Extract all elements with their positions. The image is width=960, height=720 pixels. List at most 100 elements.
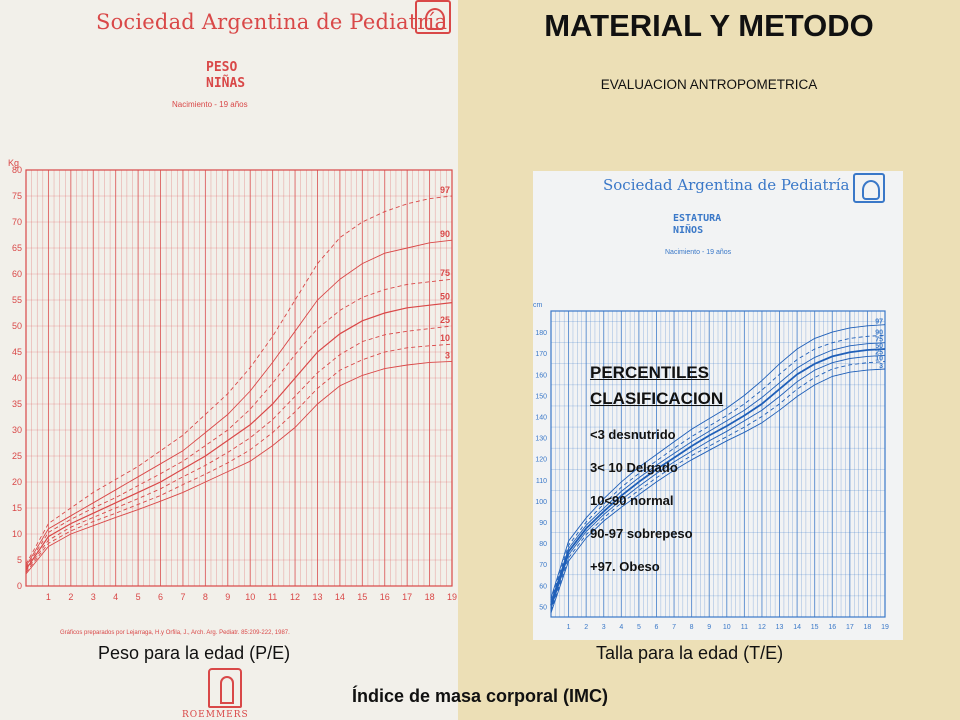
x-tick-label: 16 bbox=[380, 592, 390, 602]
right-chart-subtitle: Nacimiento - 19 años bbox=[665, 249, 732, 256]
plot-frame bbox=[25, 169, 453, 587]
percentile-label: 10 bbox=[875, 356, 883, 363]
percentile-line-p97 bbox=[25, 195, 453, 565]
x-tick-label: 12 bbox=[290, 592, 300, 602]
left-chart-sheet: Sociedad Argentina de Pediatría PESO NIÑ… bbox=[0, 0, 458, 720]
y-tick-label: 15 bbox=[12, 503, 22, 513]
x-tick-label: 4 bbox=[619, 624, 623, 631]
x-tick-label: 2 bbox=[68, 592, 73, 602]
y-tick-label: 50 bbox=[12, 321, 22, 331]
y-tick-label: 0 bbox=[17, 581, 22, 591]
y-axis-unit: Kg bbox=[8, 158, 19, 168]
right-chart-sheet: Sociedad Argentina de Pediatría ESTATURA… bbox=[533, 171, 903, 640]
y-tick-label: 130 bbox=[535, 436, 547, 443]
y-tick-label: 40 bbox=[12, 373, 22, 383]
y-axis-unit: cm bbox=[533, 302, 543, 309]
right-chart-title-line1: ESTATURA bbox=[673, 213, 722, 224]
y-tick-label: 170 bbox=[535, 351, 547, 358]
percentile-label: 10 bbox=[440, 333, 450, 343]
caption-height-for-age: Talla para la edad (T/E) bbox=[596, 643, 784, 663]
percentile-label: 25 bbox=[875, 349, 883, 356]
right-chart-title-line2: NIÑOS bbox=[673, 225, 704, 236]
caption-weight-for-age: Peso para la edad (P/E) bbox=[98, 643, 291, 663]
x-tick-label: 1 bbox=[567, 624, 571, 631]
y-tick-label: 65 bbox=[12, 243, 22, 253]
percentile-line-p10 bbox=[550, 361, 886, 611]
x-tick-label: 9 bbox=[707, 624, 711, 631]
x-tick-label: 2 bbox=[584, 624, 588, 631]
x-tick-label: 10 bbox=[723, 624, 731, 631]
left-chart-title: PESO NIÑAS bbox=[206, 60, 245, 92]
y-tick-label: 5 bbox=[17, 555, 22, 565]
x-tick-label: 11 bbox=[741, 624, 748, 631]
x-tick-label: 11 bbox=[268, 592, 277, 602]
x-tick-label: 3 bbox=[91, 592, 96, 602]
y-tick-label: 35 bbox=[12, 399, 22, 409]
percentile-line-p50 bbox=[25, 302, 453, 570]
x-tick-label: 18 bbox=[864, 624, 872, 631]
classification-item: +97. Obeso bbox=[590, 559, 660, 574]
percentile-line-p10 bbox=[25, 343, 453, 573]
y-tick-label: 50 bbox=[539, 604, 547, 611]
percentile-label: 75 bbox=[875, 337, 883, 344]
sap-logo-icon bbox=[853, 173, 885, 203]
percentile-label: 3 bbox=[879, 363, 883, 370]
percentile-line-p3 bbox=[25, 360, 453, 575]
x-tick-label: 13 bbox=[776, 624, 784, 631]
left-chart-title-line2: NIÑAS bbox=[206, 76, 246, 91]
percentiles-heading: PERCENTILES bbox=[590, 363, 710, 382]
slide-subtitle: EVALUACION ANTROPOMETRICA bbox=[600, 77, 818, 92]
left-chart-credit: Gráficos preparados por Lejarraga, H.y O… bbox=[60, 630, 290, 636]
sap-logo-icon bbox=[415, 0, 451, 34]
x-tick-label: 15 bbox=[811, 624, 819, 631]
classification-heading: CLASIFICACION bbox=[590, 389, 724, 408]
slide-title: MATERIAL Y METODO bbox=[544, 8, 874, 43]
y-tick-label: 160 bbox=[535, 372, 547, 379]
percentile-label: 3 bbox=[445, 350, 450, 360]
roemmers-wordmark: ROEMMERS bbox=[182, 710, 249, 720]
y-tick-label: 30 bbox=[12, 425, 22, 435]
x-tick-label: 19 bbox=[881, 624, 889, 631]
percentile-line-p50 bbox=[550, 348, 886, 606]
percentile-label: 50 bbox=[875, 343, 883, 350]
x-tick-label: 6 bbox=[655, 624, 659, 631]
y-tick-label: 20 bbox=[12, 477, 22, 487]
y-tick-label: 80 bbox=[12, 165, 22, 175]
classification-item: 90-97 sobrepeso bbox=[590, 526, 693, 541]
y-tick-label: 55 bbox=[12, 295, 22, 305]
classification-item: <3 desnutrido bbox=[590, 427, 676, 442]
left-chart-title-line1: PESO bbox=[206, 60, 238, 75]
percentile-label: 90 bbox=[440, 229, 450, 239]
percentile-line-p90 bbox=[25, 239, 453, 567]
percentile-label: 50 bbox=[440, 292, 450, 302]
x-tick-label: 17 bbox=[846, 624, 854, 631]
percentile-line-p75 bbox=[550, 342, 886, 603]
x-tick-label: 8 bbox=[690, 624, 694, 631]
roemmers-logo-icon bbox=[208, 668, 242, 708]
y-tick-label: 120 bbox=[535, 457, 547, 464]
left-chart-subtitle: Nacimiento - 19 años bbox=[172, 100, 248, 109]
y-tick-label: 100 bbox=[535, 499, 547, 506]
x-tick-label: 18 bbox=[425, 592, 435, 602]
y-tick-label: 70 bbox=[539, 562, 547, 569]
x-tick-label: 15 bbox=[357, 592, 367, 602]
left-sheet-org-name: Sociedad Argentina de Pediatría bbox=[96, 10, 448, 34]
x-tick-label: 6 bbox=[158, 592, 163, 602]
x-tick-label: 4 bbox=[113, 592, 118, 602]
y-tick-label: 80 bbox=[539, 541, 547, 548]
y-tick-label: 180 bbox=[535, 330, 547, 337]
plot-frame bbox=[550, 310, 886, 618]
percentile-label: 90 bbox=[875, 329, 883, 336]
classification-list: <3 desnutrido 3< 10 Delgado 10<90 normal… bbox=[590, 418, 723, 583]
x-tick-label: 7 bbox=[180, 592, 185, 602]
y-tick-label: 90 bbox=[539, 520, 547, 527]
x-tick-label: 3 bbox=[602, 624, 606, 631]
percentile-line-p25 bbox=[550, 354, 886, 609]
x-tick-label: 8 bbox=[203, 592, 208, 602]
y-tick-label: 60 bbox=[12, 269, 22, 279]
y-tick-label: 10 bbox=[12, 529, 22, 539]
percentile-line-p90 bbox=[550, 334, 886, 601]
y-tick-label: 45 bbox=[12, 347, 22, 357]
